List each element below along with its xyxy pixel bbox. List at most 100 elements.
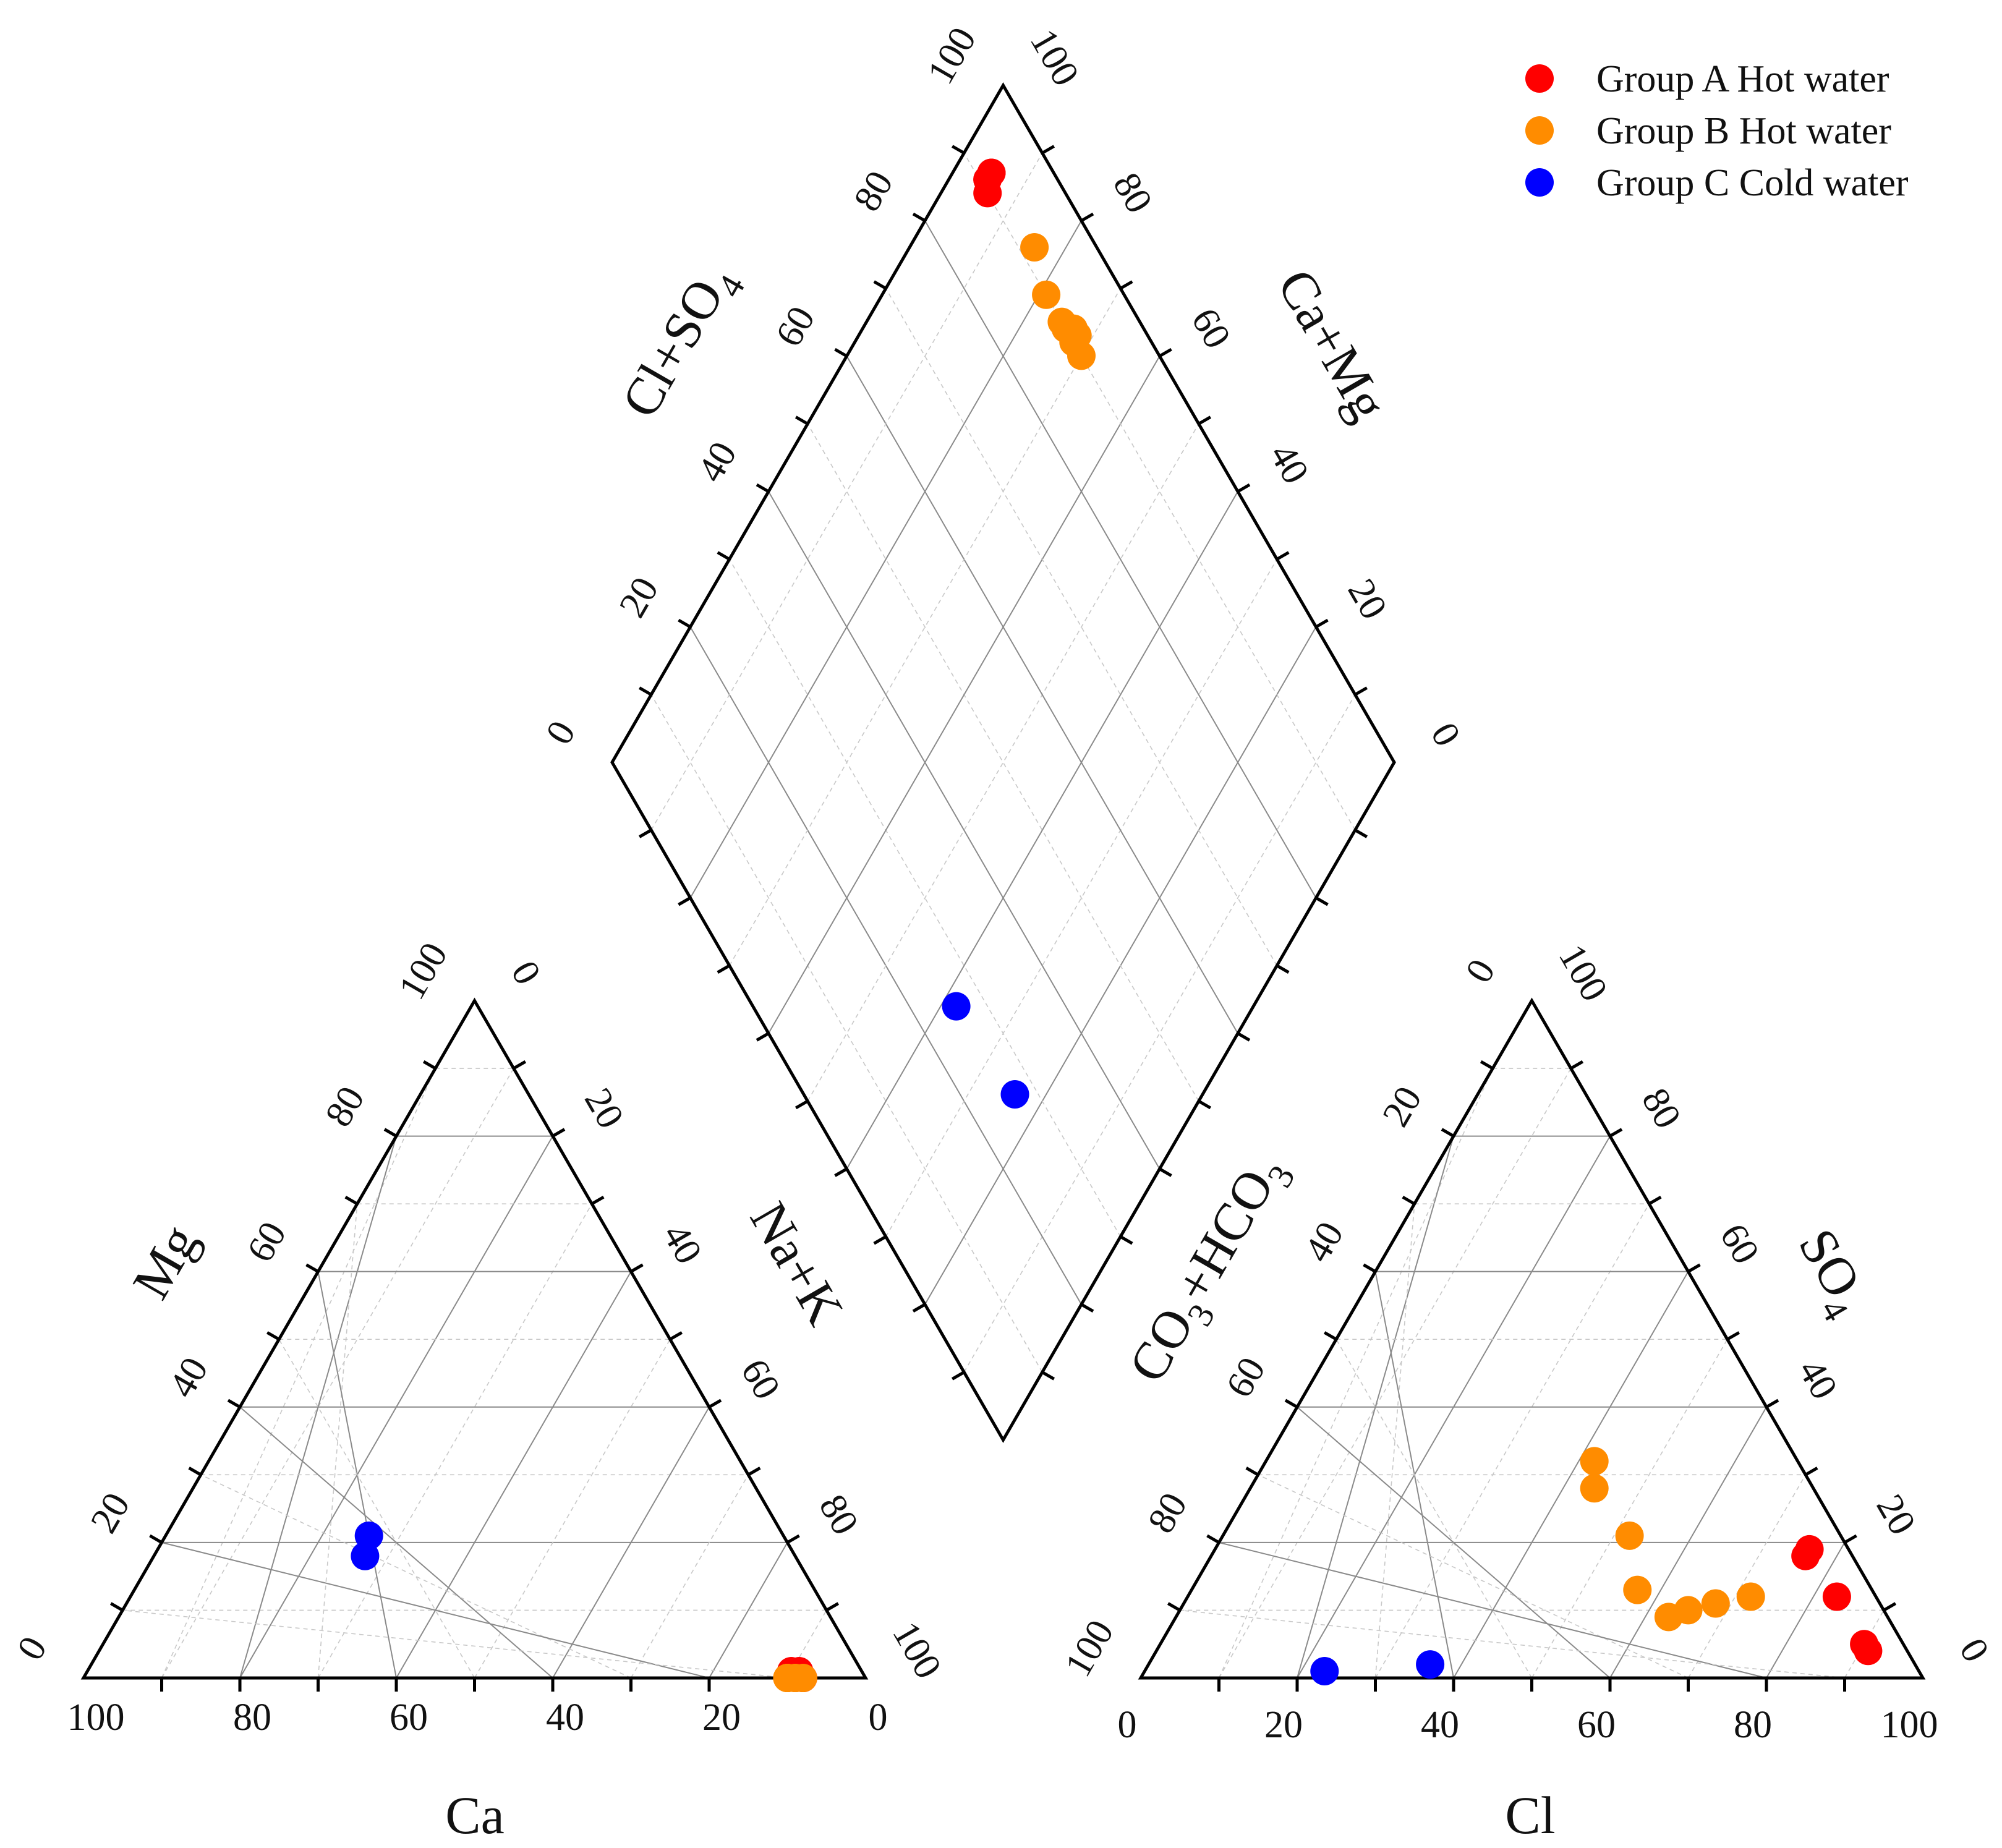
cation-left-tick-label: 20 — [83, 1486, 138, 1540]
diamond-upper-left-tick-mark — [717, 551, 730, 561]
diamond-lower-right-tick-mark — [1315, 896, 1329, 906]
anion-bottom-tick-label: 40 — [1421, 1704, 1459, 1746]
diamond-upper-left-axis-label: Cl+SO4 — [610, 253, 752, 432]
group-b-diamond-point — [1020, 233, 1049, 262]
diamond-upper-right-tick-mark — [1354, 686, 1368, 696]
cation-right-tick-mark — [669, 1331, 683, 1341]
diamond-lower-left-tick-mark — [834, 1167, 848, 1177]
diamond-grid-line — [807, 424, 1199, 1102]
legend-label-group-b: Group B Hot water — [1596, 110, 1891, 152]
anion-grid-falling — [1297, 1407, 1611, 1679]
group-b-anion-point — [1615, 1521, 1644, 1550]
cation-left-tick-mark — [227, 1399, 241, 1408]
legend-marker-group-a — [1525, 64, 1554, 93]
group-b-diamond-point — [1032, 280, 1061, 309]
anion-left-tick-mark — [1245, 1467, 1259, 1476]
diamond-upper-right-axis-label: Ca+Mg — [1266, 259, 1399, 430]
diamond-lower-left-tick-mark — [951, 1371, 965, 1381]
cation-right-tick-label: 80 — [811, 1488, 867, 1542]
legend-label-group-a: Group A Hot water — [1596, 58, 1889, 100]
diamond-upper-right-tick-mark — [1041, 145, 1055, 155]
cation-grid-rising — [630, 1474, 749, 1679]
anion-left-tick-label: 20 — [1374, 1079, 1430, 1134]
anion-grid-falling — [1180, 1609, 1845, 1679]
anion-left-tick-label: 0 — [1457, 952, 1503, 990]
diamond-upper-left-tick-mark — [834, 347, 848, 358]
diamond-lower-right-tick-mark — [1120, 1235, 1133, 1245]
legend: Group A Hot water Group B Hot water Grou… — [1525, 58, 1909, 204]
cation-left-tick-label: 80 — [317, 1079, 373, 1134]
diamond-grid-line — [963, 694, 1356, 1373]
diamond-upper-left-tick-label: 100 — [919, 20, 984, 92]
cation-right-tick-mark — [590, 1195, 605, 1206]
anion-grid-falling — [1218, 1068, 1493, 1679]
diamond-lower-left-tick-mark — [756, 1032, 770, 1042]
cation-grid-rising — [317, 1203, 592, 1679]
legend-label-group-c: Group C Cold water — [1596, 162, 1909, 204]
anion-left-tick-mark — [1402, 1195, 1416, 1206]
diamond-grid-line — [689, 220, 1082, 898]
group-b-anion-point — [1674, 1596, 1703, 1625]
diamond-lower-left-tick-mark — [638, 828, 652, 838]
diamond-lower-right-tick-mark — [1354, 828, 1368, 838]
anion-right-tick-label: 60 — [1712, 1217, 1768, 1271]
diamond-lower-left-tick-mark — [912, 1303, 926, 1313]
anion-grid-falling — [1374, 1204, 1415, 1679]
cation-grid-falling — [161, 1068, 436, 1679]
cation-right-tick-label: 20 — [576, 1081, 632, 1136]
cation-bottom-tick-label: 0 — [869, 1697, 888, 1739]
anion-grid-falling — [1335, 1339, 1533, 1679]
anion-right-tick-label: 80 — [1634, 1081, 1689, 1136]
diamond-upper-right-tick-mark — [1080, 212, 1094, 223]
cation-right-tick-label: 40 — [655, 1217, 710, 1271]
anion-right-tick-label: 40 — [1790, 1352, 1846, 1407]
group-c-cation-point — [351, 1541, 380, 1570]
group-c-diamond-point — [942, 992, 971, 1021]
anion-grid-rising — [1844, 1610, 1885, 1679]
cation-left-tick-mark — [383, 1128, 398, 1138]
tick-labels: 100 80 60 40 20 0 0 20 40 60 80 100 0 20 40 60 80 100 0 20 4… — [9, 20, 1997, 1746]
cation-grid-falling — [278, 1339, 475, 1679]
anion-grid-falling — [1258, 1474, 1689, 1679]
cation-left-tick-label: 0 — [9, 1630, 55, 1667]
diamond-lower-right-tick-mark — [1276, 964, 1290, 974]
group-b-anion-point — [1580, 1447, 1609, 1476]
cation-bottom-tick-label: 20 — [702, 1697, 741, 1739]
diamond-lower-right-tick-mark — [1159, 1167, 1172, 1177]
group-a-anion-point — [1791, 1541, 1820, 1570]
diamond-upper-right-tick-label: 80 — [1105, 166, 1161, 220]
cation-right-axis-label: Na+K — [739, 1192, 856, 1335]
diamond-grid-line — [807, 424, 1199, 1102]
diamond-upper-right-tick-mark — [1120, 280, 1133, 290]
cation-left-tick-mark — [305, 1263, 319, 1273]
group-b-anion-point — [1701, 1589, 1730, 1618]
cation-grid-falling — [200, 1474, 631, 1679]
cation-right-tick-mark — [786, 1534, 800, 1544]
diamond-upper-left-tick-mark — [912, 212, 926, 223]
group-a-anion-point — [1822, 1582, 1851, 1611]
anion-grid-falling — [1219, 1541, 1767, 1679]
cation-grid-falling — [239, 1407, 553, 1679]
anion-bottom-tick-label: 100 — [1881, 1704, 1938, 1746]
diamond-lower-right-tick-mark — [1041, 1371, 1055, 1381]
frame-layer — [80, 82, 1926, 1692]
cation-bottom-tick-label: 60 — [390, 1697, 428, 1739]
diamond-lower-left-tick-mark — [794, 1099, 809, 1110]
group-a-diamond-point — [977, 158, 1006, 187]
cation-left-tick-mark — [344, 1195, 359, 1206]
anion-right-tick-label: 20 — [1868, 1488, 1924, 1542]
legend-marker-group-c — [1525, 168, 1554, 197]
anion-grid-rising — [1531, 1339, 1728, 1679]
anion-grid-rising — [1766, 1542, 1846, 1679]
diamond-frame — [610, 82, 1396, 1444]
anion-left-tick-label: 60 — [1218, 1350, 1274, 1405]
diamond-upper-right-tick-mark — [1159, 347, 1172, 358]
anion-left-tick-label: 100 — [1057, 1613, 1122, 1684]
diamond-grid-line — [885, 288, 1277, 966]
diamond-lower-right-tick-mark — [1080, 1303, 1094, 1313]
cation-right-tick-mark — [748, 1467, 761, 1476]
cation-right-tick-label: 0 — [503, 954, 548, 992]
diamond-upper-left-tick-mark — [678, 618, 691, 629]
cation-grid-falling — [122, 1609, 788, 1679]
